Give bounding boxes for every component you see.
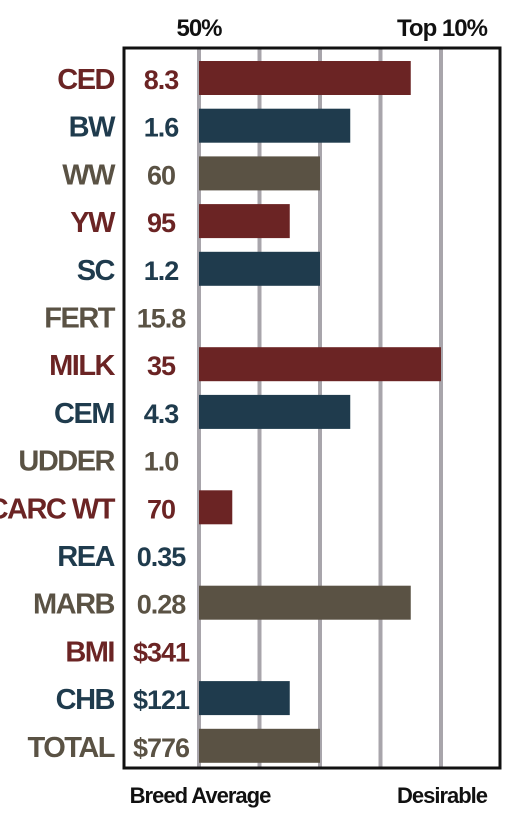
- value-label-ww: 60: [147, 160, 175, 190]
- bar-ced: [199, 61, 411, 95]
- bar-yw: [199, 204, 290, 239]
- value-label-bmi: $341: [133, 637, 190, 667]
- header-left-label: 50%: [176, 15, 222, 42]
- value-label-rea: 0.35: [137, 542, 187, 572]
- trait-label-cem: CEM: [54, 398, 114, 430]
- bar-sc: [199, 251, 320, 286]
- trait-label-chb: CHB: [56, 684, 115, 716]
- bar-bw: [199, 108, 351, 143]
- trait-label-sc: SC: [77, 255, 116, 287]
- trait-label-yw: YW: [70, 207, 116, 239]
- value-label-bw: 1.6: [144, 113, 180, 143]
- bar-carc-wt: [199, 490, 233, 525]
- trait-label-rea: REA: [57, 541, 115, 573]
- bar-ww: [199, 156, 320, 191]
- trait-labels: CED BW WW YW SC FERT MILK CEM UDDER CARC WT REA MAR…: [0, 64, 118, 764]
- bar-cem: [199, 394, 351, 429]
- trait-label-bw: BW: [69, 112, 116, 144]
- trait-label-marb: MARB: [33, 589, 115, 621]
- header-right-label: Top 10%: [397, 15, 488, 42]
- trait-label-carc-wt: CARC WT: [0, 493, 116, 525]
- trait-label-milk: MILK: [49, 350, 115, 382]
- trait-label-fert: FERT: [44, 303, 116, 335]
- trait-label-bmi: BMI: [65, 636, 114, 668]
- value-label-carc-wt: 70: [147, 494, 175, 524]
- trait-label-ced: CED: [57, 64, 114, 96]
- value-label-yw: 95: [147, 208, 176, 238]
- value-label-udder: 1.0: [144, 447, 179, 477]
- value-label-cem: 4.3: [144, 399, 180, 429]
- value-label-ced: 8.3: [144, 65, 180, 95]
- value-labels: 8.3 1.6 60 95 1.2 15.8 35 4.3 1.0 70 0.35 0.28 $341 $…: [133, 65, 191, 763]
- chart-frame: [122, 46, 502, 770]
- bars: [199, 61, 441, 763]
- value-label-milk: 35: [147, 351, 176, 381]
- footer-left-label: Breed Average: [130, 783, 271, 808]
- bar-marb: [199, 585, 411, 620]
- bar-chb: [199, 681, 290, 716]
- footer-right-label: Desirable: [397, 783, 488, 808]
- trait-label-ww: WW: [62, 159, 116, 191]
- value-label-total: $776: [133, 733, 190, 763]
- value-label-chb: $121: [133, 685, 190, 715]
- value-label-marb: 0.28: [137, 590, 187, 620]
- value-label-fert: 15.8: [137, 304, 187, 334]
- trait-label-udder: UDDER: [18, 446, 115, 478]
- bar-total: [199, 728, 320, 763]
- trait-label-total: TOTAL: [28, 732, 115, 764]
- value-label-sc: 1.2: [144, 256, 179, 286]
- bar-milk: [199, 347, 441, 382]
